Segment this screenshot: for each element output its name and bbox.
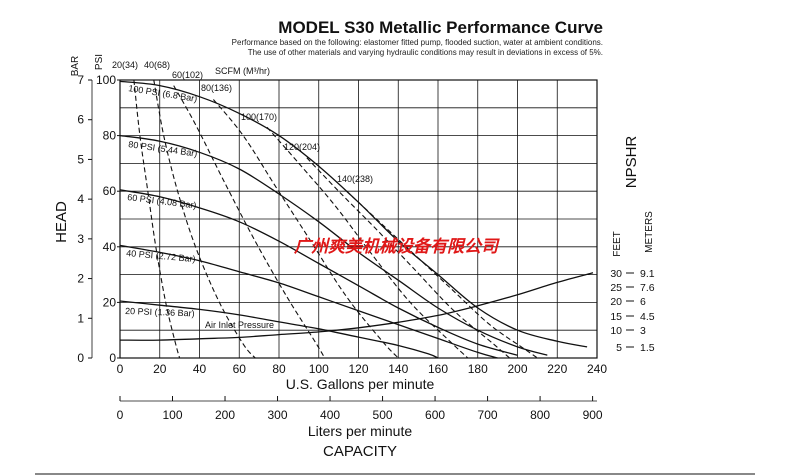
npshr-meters-label: METERS bbox=[644, 211, 655, 253]
air-curve-label: 120(204) bbox=[284, 142, 320, 152]
pressure-curve bbox=[119, 134, 548, 356]
air-curve-label: 20(34) bbox=[112, 60, 138, 70]
watermark: 广州爽美机械设备有限公司 bbox=[293, 237, 500, 257]
air-curve bbox=[212, 99, 399, 359]
note-line-1: Performance based on the following: elas… bbox=[232, 38, 603, 47]
gpm-tick-label: 100 bbox=[309, 362, 329, 376]
bar-ticks: 0 1 2 3 4 5 6 7 bbox=[77, 73, 92, 365]
psi-tick-label: 40 bbox=[103, 240, 117, 254]
air-curve bbox=[306, 157, 510, 359]
bar-tick-label: 1 bbox=[77, 311, 84, 325]
pressure-curve-label: 40 PSI (2.72 Bar) bbox=[126, 248, 196, 264]
air-curve-label: 140(238) bbox=[337, 174, 373, 184]
npshr-feet-tick: 5 bbox=[616, 342, 622, 354]
bar-tick-label: 5 bbox=[77, 152, 84, 166]
gpm-tick-label: 20 bbox=[153, 362, 167, 376]
npshr-meters-tick: 3 bbox=[640, 325, 646, 337]
gpm-ticks: 0 20 40 60 80 100 120 140 160 180 200 220 240 bbox=[117, 362, 608, 376]
gpm-tick-label: 120 bbox=[348, 362, 368, 376]
air-curve bbox=[153, 79, 256, 359]
gpm-tick-label: 80 bbox=[272, 362, 286, 376]
gpm-tick-label: 40 bbox=[193, 362, 207, 376]
air-inlet-label: Air Inlet Pressure bbox=[205, 320, 274, 330]
gpm-tick-label: 60 bbox=[233, 362, 247, 376]
bar-tick-label: 7 bbox=[77, 73, 84, 87]
liters-tick-label: 800 bbox=[530, 408, 550, 422]
gpm-tick-label: 0 bbox=[117, 362, 124, 376]
pressure-curve-label: 20 PSI (1.36 Bar) bbox=[125, 306, 195, 318]
psi-tick-label: 0 bbox=[109, 351, 116, 365]
liters-tick-label: 200 bbox=[215, 408, 235, 422]
gpm-tick-label: 180 bbox=[468, 362, 488, 376]
bar-axis-label: BAR bbox=[70, 56, 81, 77]
gpm-axis-label: U.S. Gallons per minute bbox=[286, 376, 435, 392]
liters-tick-label: 400 bbox=[320, 408, 340, 422]
psi-tick-label: 100 bbox=[96, 73, 116, 87]
npshr-label: NPSHR bbox=[623, 136, 640, 189]
npshr-feet-tick: 25 bbox=[610, 282, 622, 294]
npshr-meters-tick: 4.5 bbox=[640, 311, 655, 323]
air-curve-label: 60(102) bbox=[172, 70, 203, 80]
head-label: HEAD bbox=[53, 201, 70, 243]
npshr-curve bbox=[119, 272, 594, 341]
scfm-label: SCFM (M³/hr) bbox=[215, 66, 270, 76]
air-curve bbox=[173, 85, 326, 359]
psi-tick-label: 20 bbox=[103, 295, 117, 309]
psi-tick-label: 80 bbox=[103, 129, 117, 143]
pressure-curve bbox=[119, 244, 498, 359]
bar-tick-label: 0 bbox=[77, 351, 84, 365]
npshr-meters-tick: 1.5 bbox=[640, 342, 655, 354]
chart-title: MODEL S30 Metallic Performance Curve bbox=[278, 18, 603, 37]
gpm-tick-label: 220 bbox=[547, 362, 567, 376]
bar-tick-label: 2 bbox=[77, 272, 84, 286]
capacity-label: CAPACITY bbox=[323, 443, 397, 460]
liters-tick-label: 600 bbox=[425, 408, 445, 422]
liters-tick-label: 900 bbox=[583, 408, 603, 422]
npshr-meters-tick: 9.1 bbox=[640, 268, 655, 280]
air-curve bbox=[133, 79, 181, 359]
npshr-curve-group bbox=[119, 272, 594, 341]
plot-frame bbox=[119, 79, 598, 359]
pressure-curve bbox=[119, 300, 439, 359]
pressure-curve bbox=[119, 189, 518, 356]
liters-tick-label: 700 bbox=[478, 408, 498, 422]
gpm-tick-label: 160 bbox=[428, 362, 448, 376]
pressure-curve-label: 60 PSI (4.08 Bar) bbox=[127, 192, 197, 210]
note-line-2: The use of other materials and varying h… bbox=[248, 48, 603, 57]
liters-tick-label: 500 bbox=[373, 408, 393, 422]
bar-tick-label: 6 bbox=[77, 113, 84, 127]
liters-axis-label: Liters per minute bbox=[308, 423, 412, 439]
air-curve bbox=[346, 190, 538, 359]
psi-ticks: 0 20 40 60 80 100 bbox=[96, 73, 120, 365]
psi-axis-label: PSI bbox=[94, 54, 105, 70]
npshr-feet-tick: 30 bbox=[610, 268, 622, 280]
bar-tick-label: 4 bbox=[77, 192, 84, 206]
npshr-feet-tick: 20 bbox=[610, 296, 622, 308]
curve-labels: 100 PSI (6.8 Bar)80 PSI (5.44 Bar)60 PSI… bbox=[112, 60, 373, 318]
air-curve-label: 80(136) bbox=[201, 83, 232, 93]
liters-ticks: 0 100 200 300 400 500 600 700 800 900 bbox=[117, 396, 603, 422]
liters-tick-label: 0 bbox=[117, 408, 124, 422]
npshr-meters-tick: 6 bbox=[640, 296, 646, 308]
liters-tick-label: 100 bbox=[162, 408, 182, 422]
npshr-meters-tick: 7.6 bbox=[640, 282, 655, 294]
air-curve bbox=[266, 126, 469, 359]
liters-tick-label: 300 bbox=[268, 408, 288, 422]
npshr-feet-tick: 15 bbox=[610, 311, 622, 323]
air-curve-label: 100(170) bbox=[241, 112, 277, 122]
gpm-tick-label: 200 bbox=[507, 362, 527, 376]
npshr-feet-tick: 10 bbox=[610, 325, 622, 337]
npshr-feet-label: FEET bbox=[612, 231, 623, 257]
gpm-tick-label: 140 bbox=[388, 362, 408, 376]
npshr-ticks: 30 25 20 15 10 5 9.1 7.6 6 4.5 3 1.5 bbox=[610, 268, 654, 354]
bar-tick-label: 3 bbox=[77, 232, 84, 246]
air-curve-label: 40(68) bbox=[144, 60, 170, 70]
psi-tick-label: 60 bbox=[103, 184, 117, 198]
gpm-tick-label: 240 bbox=[587, 362, 607, 376]
air-curves bbox=[133, 79, 538, 359]
